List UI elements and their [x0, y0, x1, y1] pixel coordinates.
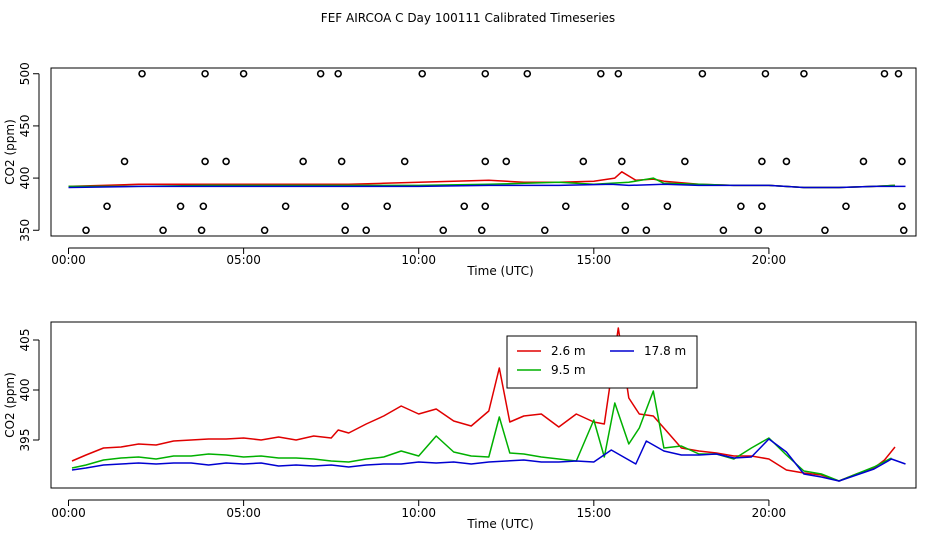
x-tick-label: 15:00	[577, 506, 612, 520]
outlier-point	[341, 226, 349, 235]
y-tick-label: 450	[18, 114, 32, 137]
outlier-point	[400, 157, 409, 166]
outlier-point	[523, 69, 532, 78]
outlier-point	[800, 69, 808, 78]
outlier-point	[821, 226, 829, 235]
outlier-point	[880, 69, 889, 78]
series-line-blue	[68, 183, 906, 189]
outlier-point	[138, 69, 146, 78]
outlier-point	[103, 202, 111, 211]
bottom-panel: 00:00 05:00 10:00 15:00 20:00 Time (UTC) 395 40…	[3, 321, 917, 531]
series-line-2-6-m	[71, 327, 896, 482]
outlier-point	[618, 157, 626, 166]
x-axis-label: Time (UTC)	[466, 264, 533, 278]
legend-label: 2.6 m	[551, 344, 586, 358]
outlier-point	[621, 202, 630, 211]
outlier-point	[899, 226, 908, 235]
outlier-point	[719, 226, 728, 235]
outlier-point	[758, 202, 766, 211]
y-axis-label: CO2 (ppm)	[3, 119, 17, 185]
outlier-point	[260, 226, 269, 235]
outlier-point	[383, 202, 391, 211]
outlier-point	[418, 69, 427, 78]
outlier-point	[239, 69, 248, 78]
x-tick-label: 00:00	[51, 253, 86, 267]
legend-label: 9.5 m	[551, 363, 586, 377]
outlier-point	[579, 157, 588, 166]
outlier-point	[222, 157, 230, 166]
outlier-point	[737, 202, 745, 211]
y-tick-label: 400	[18, 379, 32, 402]
outlier-point	[502, 157, 511, 166]
x-tick-label: 05:00	[226, 253, 261, 267]
y-axis-label: CO2 (ppm)	[3, 372, 17, 438]
plot-area	[68, 171, 906, 189]
outlier-point	[176, 202, 185, 211]
plot-frame	[50, 321, 917, 489]
outlier-point	[859, 157, 868, 166]
outlier-point	[898, 157, 906, 166]
outlier-point	[842, 202, 850, 211]
plot-frame	[50, 67, 917, 237]
y-tick-label: 350	[18, 219, 32, 242]
outlier-point	[120, 157, 129, 166]
outlier-point	[201, 69, 209, 78]
outlier-point	[159, 226, 167, 235]
x-tick-label: 00:00	[51, 506, 86, 520]
outlier-point	[341, 202, 349, 211]
outlier-point	[481, 69, 490, 78]
outlier-point	[481, 202, 490, 211]
y-tick-label: 395	[18, 429, 32, 452]
outlier-point	[597, 69, 605, 78]
outlier-point	[758, 157, 766, 166]
outlier-point	[299, 157, 307, 166]
outlier-point	[477, 226, 486, 235]
outlier-point	[439, 226, 448, 235]
outlier-point	[663, 202, 672, 211]
y-tick-label: 400	[18, 167, 32, 190]
outlier-point	[82, 226, 90, 235]
x-tick-label: 15:00	[577, 253, 612, 267]
outlier-point	[199, 202, 208, 211]
outlier-point	[754, 226, 763, 235]
legend-label: 17.8 m	[644, 344, 686, 358]
outlier-point	[334, 69, 342, 78]
series-line-17-8-m	[71, 438, 906, 482]
outlier-point	[898, 202, 906, 211]
y-tick-label: 500	[18, 62, 32, 85]
x-axis-label: Time (UTC)	[466, 517, 533, 531]
outlier-point	[642, 226, 651, 235]
outlier-point	[782, 157, 791, 166]
outlier-point	[681, 157, 689, 166]
outlier-point	[460, 202, 469, 211]
x-tick-label: 05:00	[226, 506, 261, 520]
chart-title: FEF AIRCOA C Day 100111 Calibrated Times…	[321, 11, 615, 25]
outlier-point	[540, 226, 549, 235]
outlier-point	[316, 69, 325, 78]
x-tick-label: 20:00	[752, 253, 787, 267]
outlier-point	[337, 157, 346, 166]
series-line-9-5-m	[71, 390, 892, 482]
x-tick-label: 10:00	[401, 253, 436, 267]
outlier-point	[894, 69, 903, 78]
outlier-point	[698, 69, 707, 78]
x-tick-label: 20:00	[752, 506, 787, 520]
outlier-point	[281, 202, 290, 211]
legend-box	[506, 335, 698, 389]
outlier-point	[362, 226, 370, 235]
outlier-point	[761, 69, 770, 78]
outlier-point	[614, 69, 623, 78]
y-tick-label: 405	[18, 329, 32, 352]
plot-area	[71, 327, 906, 482]
outlier-point	[561, 202, 570, 211]
outlier-point	[201, 157, 209, 166]
outlier-point	[481, 157, 490, 166]
top-panel: 00:00 05:00 10:00 15:00 20:00 Time (UTC) 350 40…	[3, 62, 917, 278]
outlier-point	[197, 226, 206, 235]
outlier-point	[621, 226, 630, 235]
x-tick-label: 10:00	[401, 506, 436, 520]
